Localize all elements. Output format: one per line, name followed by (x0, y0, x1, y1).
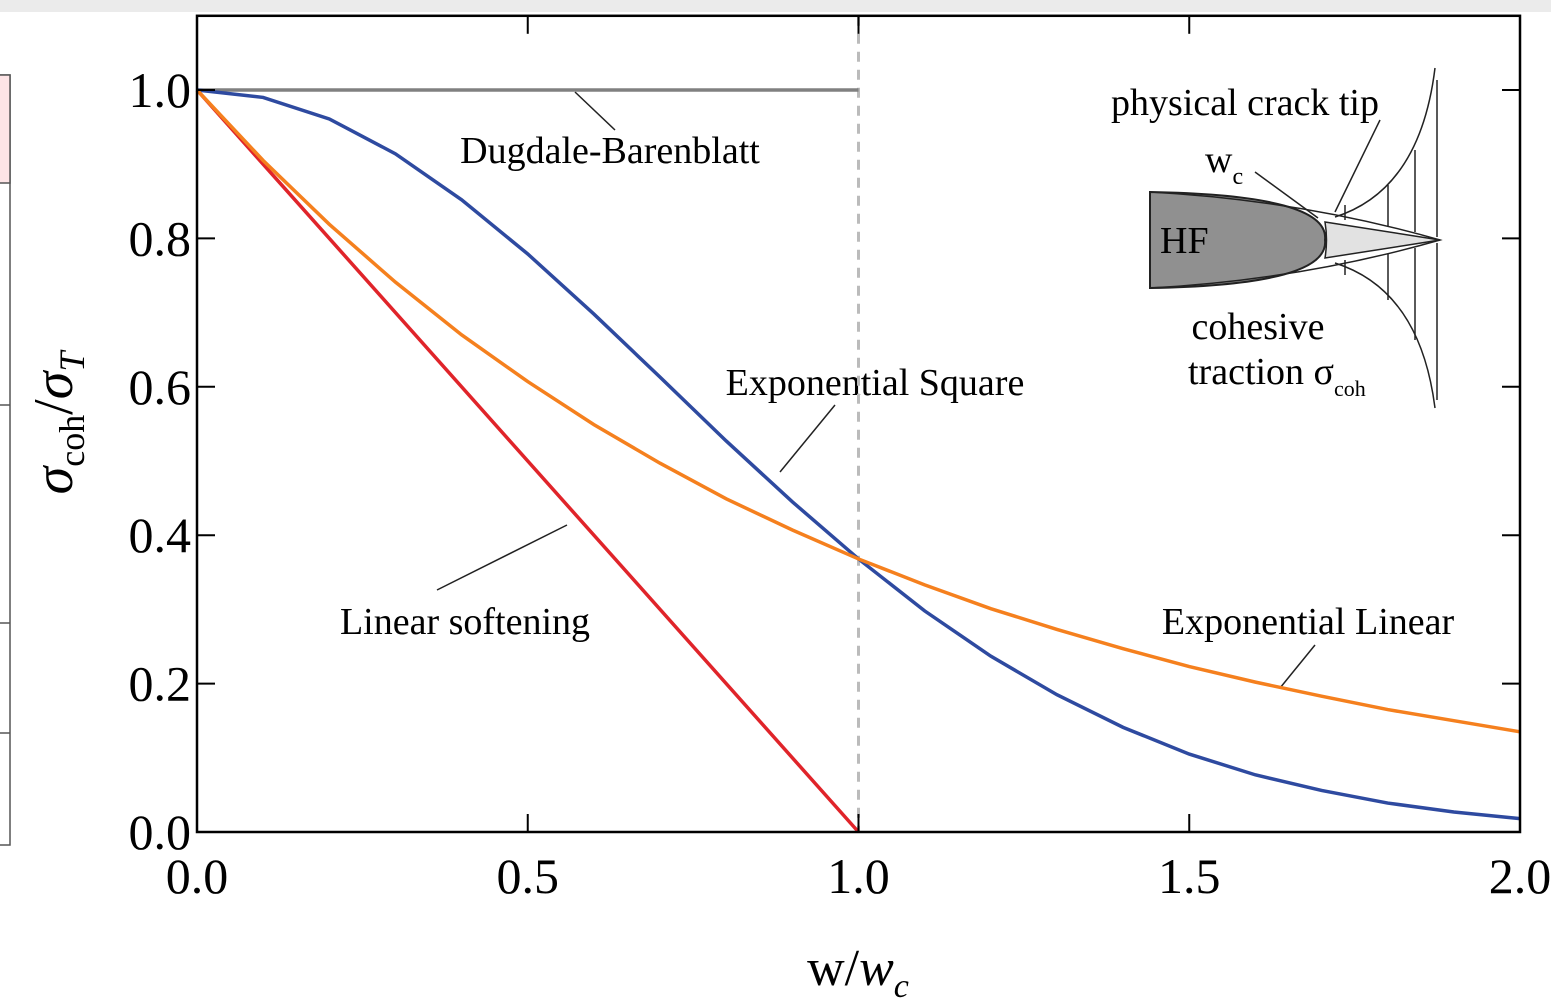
y-tick-label: 0.2 (129, 656, 192, 712)
cropped-panel (0, 74, 11, 846)
x-axis-label: w/ (807, 940, 860, 997)
y-tick-label: 1.0 (129, 62, 192, 118)
inset-label: physical crack tip (1111, 82, 1379, 124)
x-tick-label: 1.5 (1158, 848, 1221, 904)
series-line (195, 88, 860, 834)
inset-label: c (1232, 164, 1243, 190)
leader-lines (436, 91, 1316, 689)
x-axis-label: c (894, 968, 909, 1000)
y-axis-label: σ (23, 464, 85, 494)
x-tick-label: 2.0 (1489, 848, 1551, 904)
y-axis-label: σ (23, 369, 85, 399)
inset-label: HF (1160, 220, 1209, 262)
series-line (195, 88, 1521, 734)
inset-label: traction σcoh (1188, 351, 1366, 401)
x-tick-label: 0.5 (497, 848, 560, 904)
y-tick-label: 0.0 (129, 804, 192, 860)
x-axis-label: w/wc (807, 940, 909, 1000)
x-tick-label: 0.0 (166, 848, 229, 904)
y-axis-label: / (23, 399, 85, 415)
y-axis-label: coh (52, 415, 92, 467)
annotation: Dugdale-Barenblatt (460, 130, 760, 172)
x-tick-label: 1.0 (827, 848, 890, 904)
inset-label: cohesive (1192, 306, 1325, 348)
y-axis-label: T (52, 349, 92, 372)
annotation: Exponential Linear (1162, 601, 1455, 643)
inset-label: w (1205, 139, 1233, 181)
top-bar (0, 0, 1551, 12)
inset-label: traction σ (1188, 351, 1334, 393)
y-tick-label: 0.6 (129, 359, 192, 415)
annotation: Exponential Square (726, 362, 1025, 404)
y-axis-label: σcoh/σT (23, 349, 92, 495)
y-tick-label: 0.8 (129, 210, 192, 266)
inset-label: wc (1205, 139, 1243, 190)
y-tick-label: 0.4 (129, 507, 192, 563)
inset-diagram (1149, 67, 1443, 409)
annotation: Linear softening (340, 601, 590, 643)
x-axis-label: w (859, 940, 894, 997)
inset-label: coh (1334, 376, 1366, 401)
